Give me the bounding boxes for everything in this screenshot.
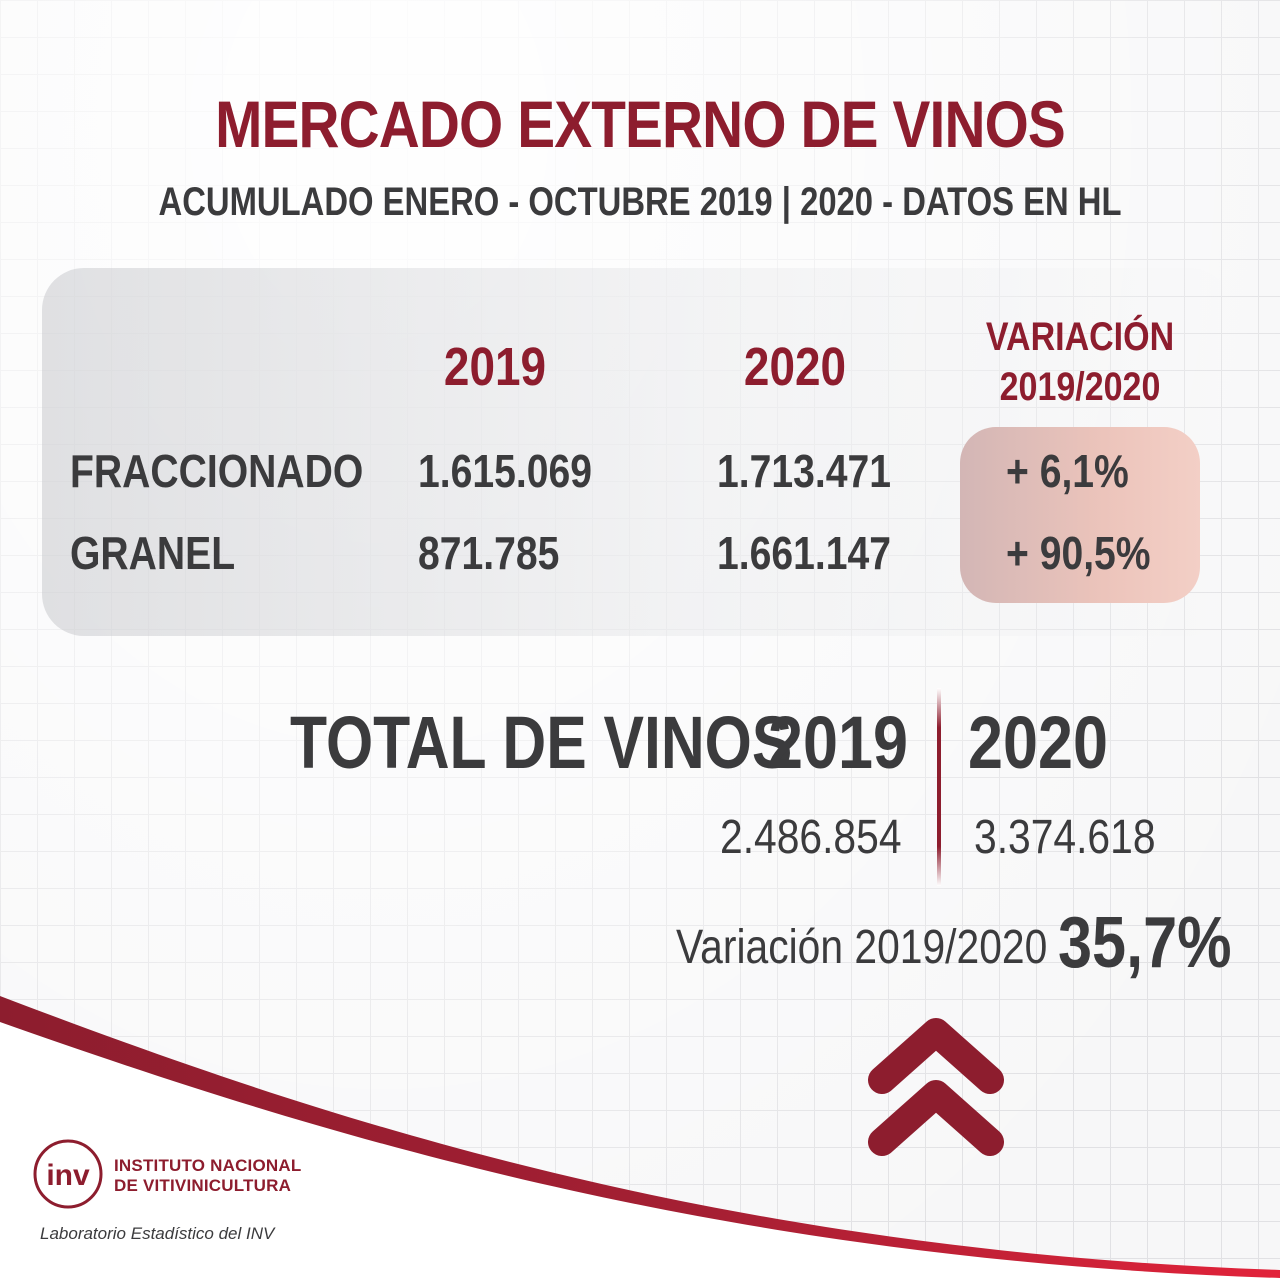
total-value-2020: 3.374.618 xyxy=(974,811,1156,864)
column-header-variation: VARIACIÓN 2019/2020 xyxy=(978,312,1182,412)
org-name-line1: INSTITUTO NACIONAL xyxy=(114,1156,302,1175)
column-header-variation-line2: 2019/2020 xyxy=(999,365,1161,409)
granel-2020-value: 1.661.147 xyxy=(717,527,891,579)
total-variation-label: Variación 2019/2020 xyxy=(676,921,1048,974)
total-year-2019: 2019 xyxy=(768,701,908,784)
fraccionado-2020-value: 1.713.471 xyxy=(717,445,891,497)
column-header-2019: 2019 xyxy=(443,337,547,397)
granel-2019-value: 871.785 xyxy=(418,527,560,579)
page-title: MERCADO EXTERNO DE VINOS xyxy=(215,87,1066,161)
total-year-2020: 2020 xyxy=(968,701,1108,784)
total-label: TOTAL DE VINOS xyxy=(290,701,793,784)
column-header-variation-line1: VARIACIÓN xyxy=(985,315,1175,359)
double-chevron-up-icon xyxy=(868,1018,1004,1156)
org-name-line2: DE VITIVINICULTURA xyxy=(114,1176,292,1195)
row-label-fraccionado: FRACCIONADO xyxy=(70,445,364,497)
total-divider xyxy=(937,688,941,886)
inv-logo-icon: inv xyxy=(33,1139,103,1209)
svg-text:inv: inv xyxy=(46,1159,90,1192)
org-name: INSTITUTO NACIONAL DE VITIVINICULTURA xyxy=(114,1156,301,1196)
variation-highlight-box xyxy=(960,427,1200,603)
granel-variation-value: + 90,5% xyxy=(1006,527,1151,579)
total-variation-value: 35,7% xyxy=(1058,903,1232,983)
row-label-granel: GRANEL xyxy=(70,527,236,579)
total-value-2019: 2.486.854 xyxy=(720,811,902,864)
lab-credit: Laboratorio Estadístico del INV xyxy=(40,1224,275,1243)
fraccionado-2019-value: 1.615.069 xyxy=(418,445,592,497)
footer-wave xyxy=(0,996,1280,1280)
fraccionado-variation-value: + 6,1% xyxy=(1006,445,1129,497)
page-subtitle: ACUMULADO ENERO - OCTUBRE 2019 | 2020 - … xyxy=(158,180,1122,224)
column-header-2020: 2020 xyxy=(743,337,847,397)
